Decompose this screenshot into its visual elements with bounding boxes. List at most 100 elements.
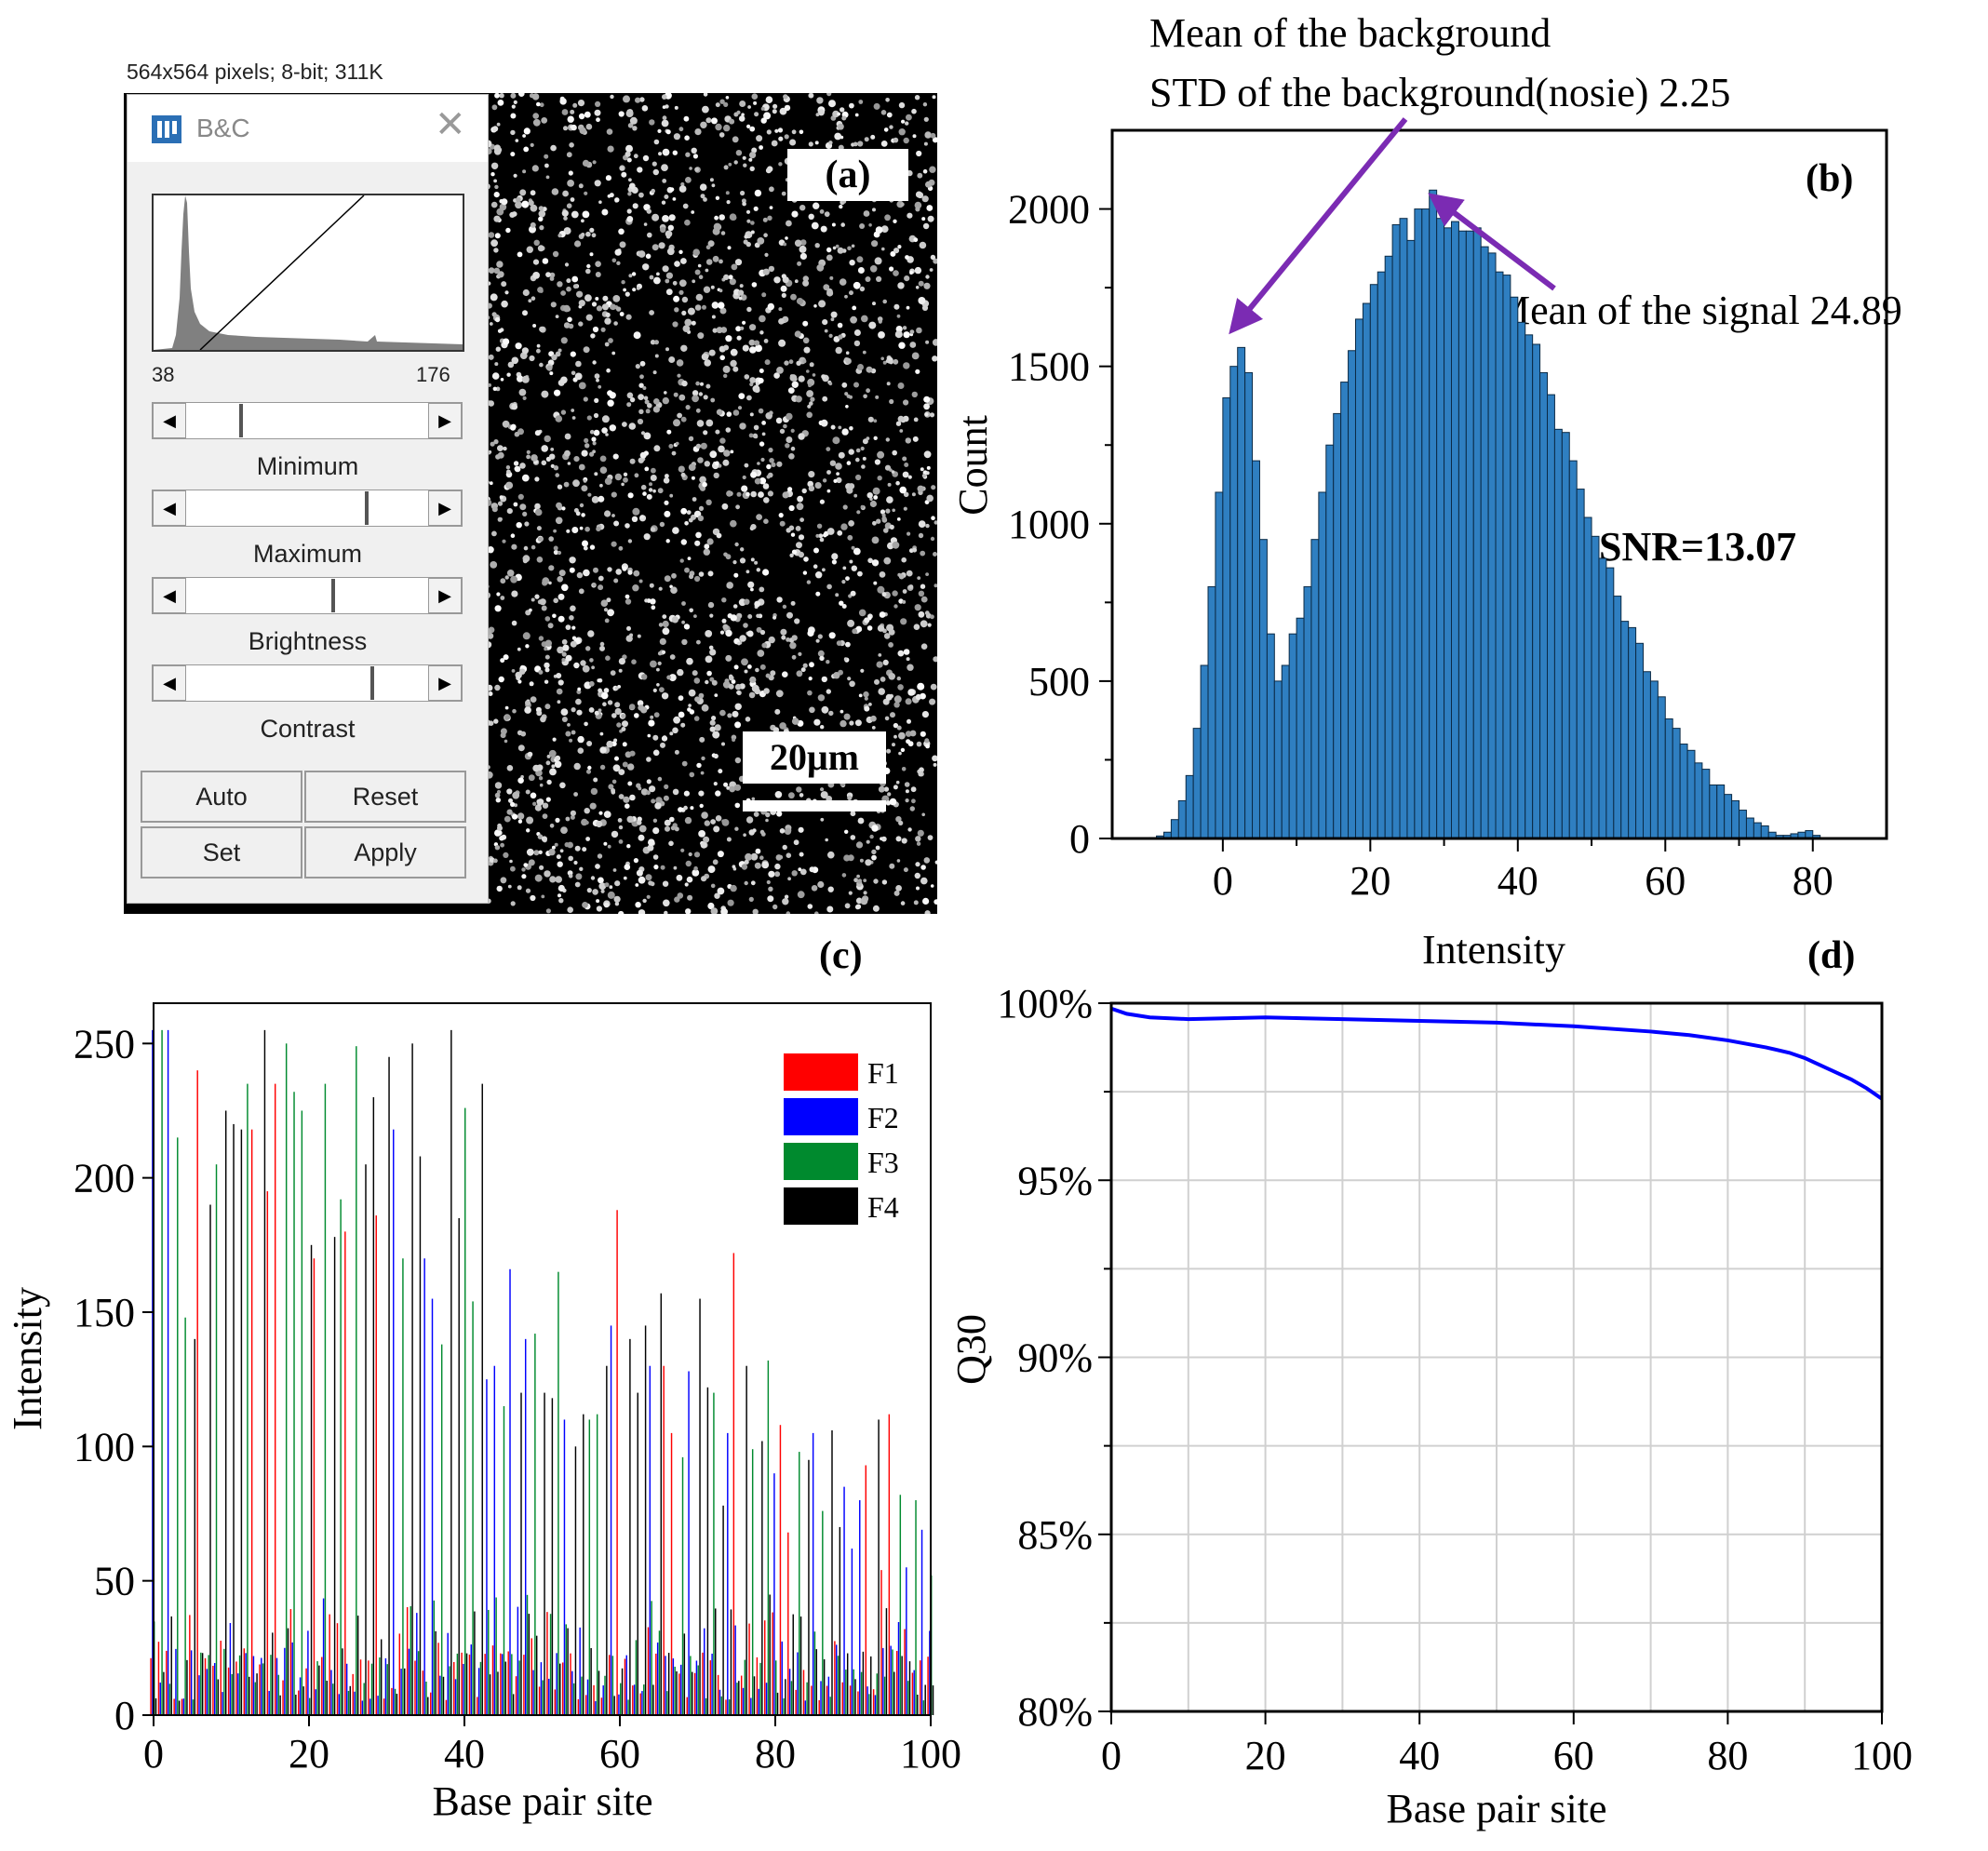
- hist-max-label: 176: [416, 363, 450, 386]
- intensity-bar: [184, 1317, 186, 1715]
- slider-right-arrow-icon[interactable]: ▶: [428, 403, 462, 438]
- histogram-bar: [1694, 762, 1703, 839]
- intensity-bar: [620, 1683, 622, 1715]
- close-icon[interactable]: ✕: [435, 104, 466, 145]
- intensity-bar: [565, 1624, 567, 1715]
- intensity-bar: [416, 1613, 418, 1715]
- intensity-bar: [584, 1695, 587, 1715]
- intensity-bar: [262, 1663, 264, 1715]
- brightness-slider[interactable]: ◀ ▶: [152, 577, 463, 614]
- histogram-bar: [1686, 749, 1696, 839]
- intensity-bar: [372, 1097, 375, 1715]
- intensity-bar: [920, 1529, 923, 1715]
- q30-line-group: [1110, 1006, 1884, 1101]
- intensity-bar: [572, 1683, 575, 1715]
- x-tick-label: 40: [1498, 858, 1538, 904]
- intensity-bar: [666, 1691, 668, 1715]
- background-arrow: [1229, 117, 1408, 335]
- histogram-bar: [1664, 718, 1673, 839]
- y-tick-label: 0: [1069, 816, 1090, 862]
- histogram-bar: [1369, 284, 1378, 839]
- intensity-bar: [511, 1654, 513, 1715]
- legend-label: F3: [867, 1146, 899, 1179]
- intensity-bar: [330, 1670, 332, 1715]
- intensity-bar: [307, 1630, 309, 1715]
- histogram-bar: [1237, 346, 1246, 839]
- slider-left-arrow-icon[interactable]: ◀: [153, 403, 186, 438]
- slider-thumb[interactable]: [369, 666, 374, 700]
- slider-right-arrow-icon[interactable]: ▶: [428, 665, 462, 701]
- intensity-bar: [474, 1611, 476, 1715]
- intensity-bar: [396, 1694, 398, 1715]
- intensity-bar: [408, 1648, 410, 1715]
- intensity-bar: [379, 1657, 381, 1715]
- slider-thumb[interactable]: [239, 404, 244, 437]
- histogram-bar: [1318, 491, 1327, 839]
- auto-button[interactable]: Auto: [141, 771, 302, 823]
- intensity-bar: [738, 1681, 740, 1715]
- histogram-bar: [1532, 343, 1541, 839]
- reset-button[interactable]: Reset: [304, 771, 466, 823]
- intensity-bar: [567, 1628, 569, 1715]
- intensity-bar: [272, 1632, 274, 1715]
- histogram-bar: [1628, 626, 1637, 839]
- intensity-bar: [874, 1695, 877, 1715]
- intensity-bar: [853, 1669, 854, 1715]
- intensity-bar: [870, 1656, 872, 1715]
- intensity-bar: [932, 1685, 934, 1715]
- histogram-bar: [1635, 642, 1645, 839]
- intensity-bar: [302, 1686, 304, 1715]
- histogram-bar: [1252, 460, 1260, 839]
- histogram-bar: [1472, 227, 1482, 839]
- slider-right-arrow-icon[interactable]: ▶: [428, 490, 462, 526]
- intensity-bar: [775, 1660, 777, 1715]
- slider-thumb[interactable]: [331, 579, 335, 612]
- intensity-bar: [837, 1656, 840, 1715]
- panel-label-c: (c): [819, 934, 863, 977]
- intensity-bar: [641, 1691, 643, 1715]
- intensity-bar: [688, 1371, 690, 1715]
- intensity-bar: [660, 1293, 663, 1715]
- intensity-bar: [368, 1660, 369, 1715]
- intensity-bar: [647, 1627, 650, 1715]
- intensity-bar: [822, 1510, 824, 1715]
- intensity-bar: [633, 1684, 636, 1715]
- intensity-bar: [295, 1695, 297, 1715]
- intensity-bar: [243, 1648, 246, 1715]
- set-button[interactable]: Set: [141, 826, 302, 879]
- minimum-slider[interactable]: ◀ ▶: [152, 402, 463, 439]
- apply-button[interactable]: Apply: [304, 826, 466, 879]
- slider-right-arrow-icon[interactable]: ▶: [428, 578, 462, 613]
- intensity-bar: [406, 1607, 409, 1715]
- y-tick-label: 2000: [1008, 187, 1090, 233]
- histogram-bar: [1303, 585, 1312, 839]
- legend-swatch: [784, 1187, 858, 1225]
- intensity-bar: [878, 1419, 880, 1715]
- intensity-bar: [491, 1645, 494, 1715]
- intensity-bar: [318, 1665, 320, 1715]
- bc-window[interactable]: B&C ✕ 38 176 ◀ ▶ Minimum ◀ ▶ Maximum ◀ ▶…: [127, 94, 489, 904]
- slider-left-arrow-icon[interactable]: ◀: [153, 665, 186, 701]
- contrast-slider[interactable]: ◀ ▶: [152, 664, 463, 702]
- intensity-bar: [223, 1648, 225, 1715]
- histogram-bar: [1553, 428, 1563, 839]
- intensity-bar: [461, 1652, 463, 1715]
- slider-thumb[interactable]: [365, 491, 369, 525]
- intensity-bar: [722, 1505, 724, 1715]
- plot-frame: [153, 1002, 932, 1716]
- intensity-bar: [277, 1674, 280, 1715]
- maximum-slider[interactable]: ◀ ▶: [152, 490, 463, 527]
- intensity-bar: [377, 1696, 379, 1715]
- bc-titlebar[interactable]: B&C ✕: [128, 95, 488, 162]
- slider-left-arrow-icon[interactable]: ◀: [153, 490, 186, 526]
- slider-left-arrow-icon[interactable]: ◀: [153, 578, 186, 613]
- histogram-bar: [1517, 321, 1526, 839]
- y-tick-label: 0: [114, 1693, 135, 1738]
- intensity-bar: [781, 1641, 783, 1715]
- intensity-bar: [152, 1029, 154, 1715]
- intensity-bar: [554, 1689, 557, 1715]
- intensity-bar: [880, 1570, 882, 1715]
- intensity-bar: [261, 1657, 262, 1715]
- intensity-bar: [704, 1628, 705, 1715]
- intensity-bar: [173, 1698, 175, 1715]
